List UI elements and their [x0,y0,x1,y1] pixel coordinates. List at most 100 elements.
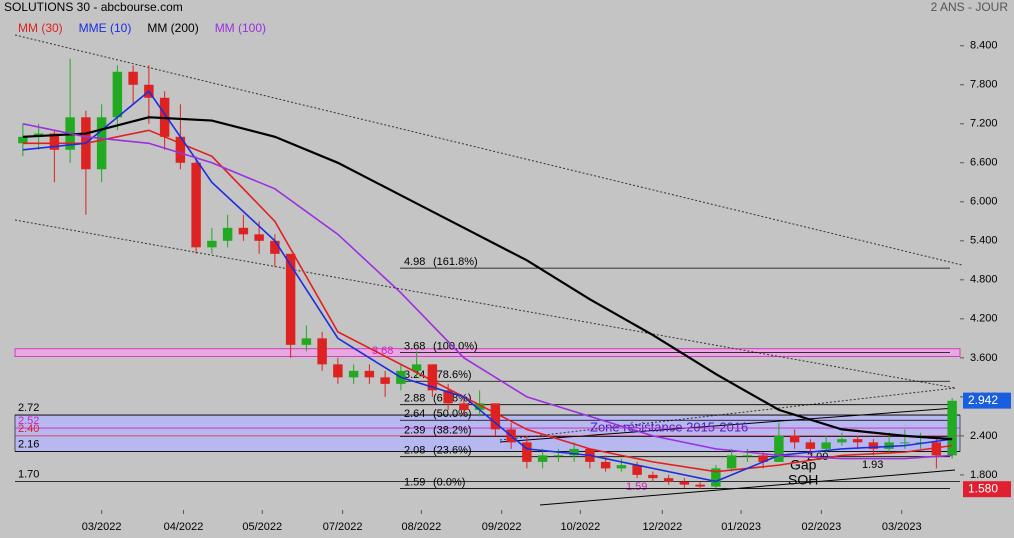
y-tick-label: 2.400 [970,430,998,442]
candle-body [459,403,469,410]
fib-pct: (0.0%) [433,476,465,488]
candle-body [18,136,28,144]
moving-average [22,123,953,460]
candle-body [947,400,957,456]
candle-body [490,403,501,430]
x-tick-label: 09/2022 [482,521,522,533]
candle-body [427,364,438,391]
x-tick-label: 10/2022 [561,521,601,533]
candle-body [569,448,579,456]
legend-entry: MM (200) [147,21,198,35]
y-tick-label: 6.000 [970,196,998,208]
x-tick-label: 07/2022 [323,521,363,533]
y-tick-label: 5.400 [970,235,998,247]
price-tag-label: 1.580 [968,481,998,495]
candle-body [238,227,249,235]
candle-body [600,461,611,469]
fib-value: 3.68 [404,341,425,353]
moving-average [22,90,953,483]
trend-line [539,469,956,506]
candle-body [805,442,816,449]
level-label: 2.72 [18,402,39,414]
fib-value: 4.98 [404,256,425,268]
trend-line [14,34,963,266]
candle-body [726,455,737,469]
title: SOLUTIONS 30 - abcbourse.com [4,0,183,14]
candle-body [270,240,280,254]
candle-body [742,455,753,457]
resistance-zone [14,414,961,452]
candle-body [789,435,800,443]
candle-body [852,439,863,443]
y-tick-label: 3.600 [970,352,998,364]
candle-body [443,390,453,404]
candle-body [254,234,264,241]
annotation: 1.93 [862,459,883,471]
candle-body [821,442,831,449]
trend-line [14,219,956,389]
fib-value: 2.08 [404,445,425,457]
candle-body [411,364,422,371]
level-label: 2.52 [18,415,39,427]
moving-average [22,129,953,473]
y-tick-label: 8.400 [970,40,998,52]
fib-value: 3.24 [404,369,425,381]
annotation: Zone résistance 2015-2016 [590,419,748,434]
candle-body [837,439,847,443]
candle-body [679,481,690,485]
candle-body [474,403,485,410]
candle-body [348,370,359,378]
x-tick-label: 03/2022 [82,521,122,533]
legend-entry: MM (100) [215,21,266,35]
candle-body [868,442,879,449]
price-tag-label: 2.942 [968,393,998,407]
candle-body [522,442,532,462]
candle-body [207,240,217,248]
x-tick-label: 02/2023 [802,521,842,533]
x-tick-label: 05/2022 [242,521,282,533]
fib-value: 2.64 [404,408,425,420]
fib-value: 2.88 [404,393,425,405]
candle-body [301,338,312,345]
candle-body [112,71,123,118]
candle-body [616,465,627,469]
candle-body [49,133,60,150]
candle-body [128,71,138,85]
candle-body [663,478,674,482]
candle-body [711,468,721,487]
candle-body [553,455,564,457]
x-tick-label: 03/2023 [882,521,922,533]
trend-line [499,387,956,441]
fib-pct: (78.6%) [433,369,472,381]
fib-pct: (23.6%) [433,445,472,457]
fib-pct: (50.0%) [433,408,472,420]
annotation: SOH [788,472,818,488]
candle-body [96,117,107,170]
candle-body [774,435,784,462]
candle-body [285,253,296,345]
fib-pct: (161.8%) [433,256,478,268]
y-tick-label: 4.800 [970,274,998,286]
candle-body [648,474,658,479]
candle-body [222,227,233,241]
candle-body [175,136,186,163]
candle-body [364,370,375,378]
y-tick-label: 7.800 [970,79,998,91]
candle-body [317,338,327,365]
candle-body [380,377,390,384]
level-label: 1.70 [18,468,39,480]
legend-entry: MME (10) [79,21,132,35]
legend-entry: MM (30) [18,21,63,35]
level-label: 2.16 [18,438,39,450]
price-tag [963,392,1011,409]
fib-pct: (38.2%) [433,424,472,436]
candle-body [537,455,548,462]
candle-body [758,455,768,462]
candle-body [900,442,910,444]
y-tick-label: 6.600 [970,157,998,169]
period: 2 ANS - JOUR [931,0,1009,14]
fib-value: 2.39 [404,424,425,436]
candle-body [632,465,642,475]
